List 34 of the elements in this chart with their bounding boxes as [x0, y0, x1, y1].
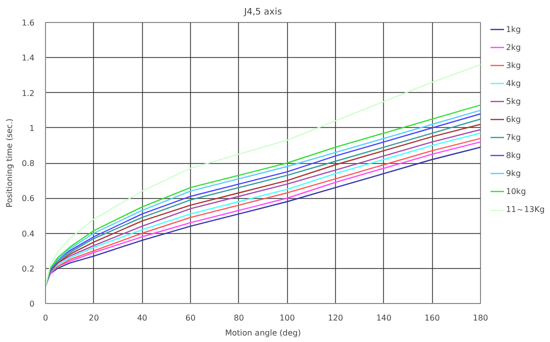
x-tick-label: 100	[280, 314, 295, 322]
line-series	[46, 64, 480, 287]
y-tick-label: 1	[29, 124, 35, 133]
x-tick-label: 120	[328, 314, 344, 322]
x-tick-label: 0	[42, 314, 48, 322]
y-tick-label: 0.2	[22, 264, 35, 274]
legend-label: 2kg	[506, 42, 522, 52]
legend-label: 6kg	[506, 114, 522, 124]
legend-label: 1kg	[506, 24, 522, 34]
legend-label: 9kg	[506, 168, 522, 178]
x-tick-label: 180	[472, 314, 488, 322]
legend-label: 8kg	[506, 150, 522, 160]
y-tick-label: 0.6	[22, 194, 35, 204]
legend-label: 10kg	[506, 186, 526, 196]
y-tick-label: 1.4	[22, 54, 35, 63]
x-tick-label: 80	[234, 314, 244, 322]
legend-label: 4kg	[506, 78, 522, 88]
y-tick-label: 0	[29, 300, 35, 308]
x-tick-label: 20	[88, 314, 99, 322]
y-tick-label: 1.6	[22, 18, 35, 28]
legend-label: 3kg	[506, 60, 522, 70]
x-tick-label: 140	[376, 314, 392, 322]
y-tick-label: 0.4	[22, 229, 35, 238]
y-axis-title: Positioning time (sec.)	[4, 118, 14, 208]
x-axis-title: Motion angle (deg)	[225, 328, 301, 338]
legend-label: 7kg	[506, 132, 522, 142]
x-tick-label: 40	[137, 314, 148, 322]
x-tick-label: 160	[424, 314, 440, 322]
y-tick-label: 0.8	[22, 159, 35, 168]
legend-label: 11～13Kg	[506, 204, 545, 215]
chart-title: J4,5 axis	[243, 8, 282, 18]
y-tick-label: 1.2	[22, 88, 35, 98]
legend-label: 5kg	[506, 96, 522, 106]
x-tick-label: 60	[185, 314, 196, 322]
